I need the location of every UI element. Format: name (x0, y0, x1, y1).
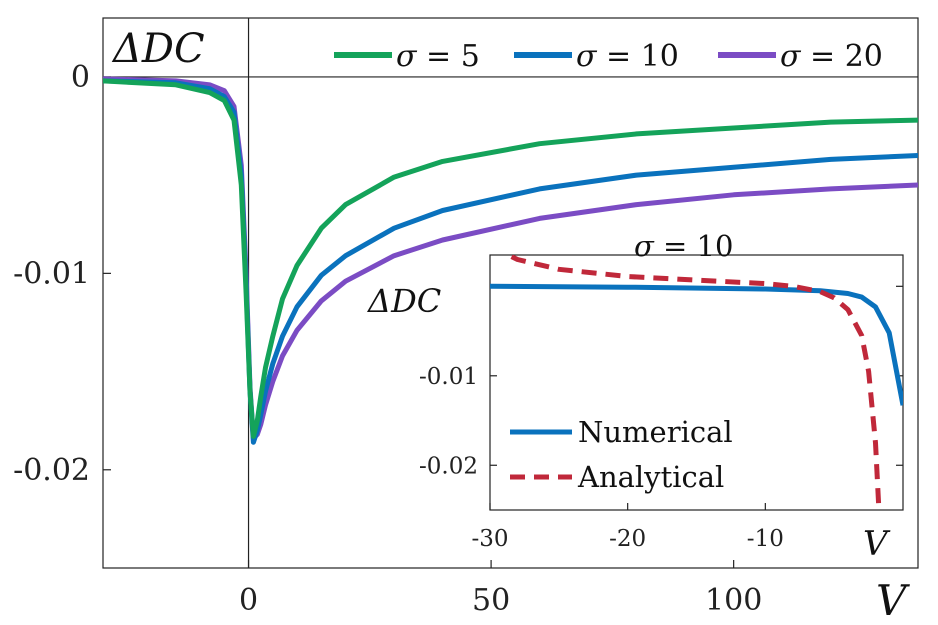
inset-series-line-analytical (502, 255, 882, 510)
main-legend: σ = 5 σ = 10 σ = 20 (334, 39, 883, 74)
inset-y-ticks: -0.01 -0.02 (419, 285, 903, 479)
main-x-ticks: 0 50 100 (239, 560, 762, 618)
inset-legend-label-analytical: Analytical (577, 460, 724, 494)
inset-legend: Numerical Analytical (510, 415, 733, 494)
inset-title: σ = 10 (634, 229, 733, 263)
series-line-sigma-10 (103, 78, 918, 445)
main-series (103, 76, 918, 445)
main-x-tick-label: 100 (705, 583, 762, 618)
main-x-tick-label: 50 (472, 583, 510, 618)
inset-y-tick-label: -0.01 (419, 364, 478, 390)
inset-x-tick-label: -20 (609, 526, 646, 552)
legend-label-sigma-10: σ = 10 (576, 39, 679, 74)
series-line-sigma-20 (103, 76, 918, 441)
legend-label-sigma-20: σ = 20 (780, 39, 883, 74)
inset-x-tick-label: -10 (747, 526, 784, 552)
main-ylabel: ΔDC (111, 26, 205, 72)
main-y-tick-label: -0.01 (13, 256, 90, 291)
series-line-sigma-5 (103, 78, 918, 439)
inset-axes: -30 -20 -10 -0.01 -0.02 σ = 10 ΔDC V Numeri… (366, 229, 904, 564)
main-y-ticks: 0 -0.01 -0.02 (13, 60, 111, 488)
inset-series-line-numerical (490, 283, 903, 406)
inset-legend-label-numerical: Numerical (578, 415, 733, 449)
inset-series (490, 255, 903, 510)
main-y-tick-label: -0.02 (13, 453, 90, 488)
inset-xlabel: V (863, 524, 891, 564)
main-xlabel: V (876, 576, 910, 625)
inset-x-ticks: -30 -20 -10 (471, 503, 784, 552)
inset-ylabel: ΔDC (366, 282, 441, 320)
inset-y-tick-label: -0.02 (419, 453, 478, 479)
legend-label-sigma-5: σ = 5 (396, 39, 480, 74)
inset-x-tick-label: -30 (471, 526, 508, 552)
main-y-tick-label: 0 (71, 60, 90, 95)
main-x-tick-label: 0 (239, 583, 258, 618)
